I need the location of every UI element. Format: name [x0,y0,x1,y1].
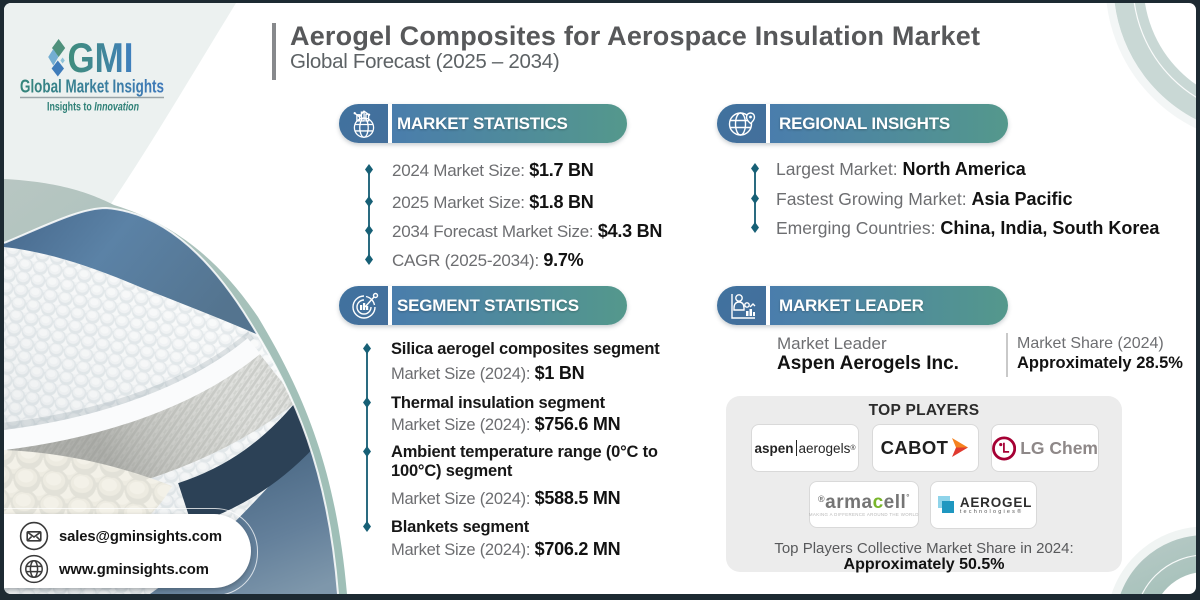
svg-text:GMI: GMI [68,34,134,81]
svg-text:Insights to Innovation: Insights to Innovation [47,102,139,114]
svg-text:Global Market Insights: Global Market Insights [20,76,164,97]
